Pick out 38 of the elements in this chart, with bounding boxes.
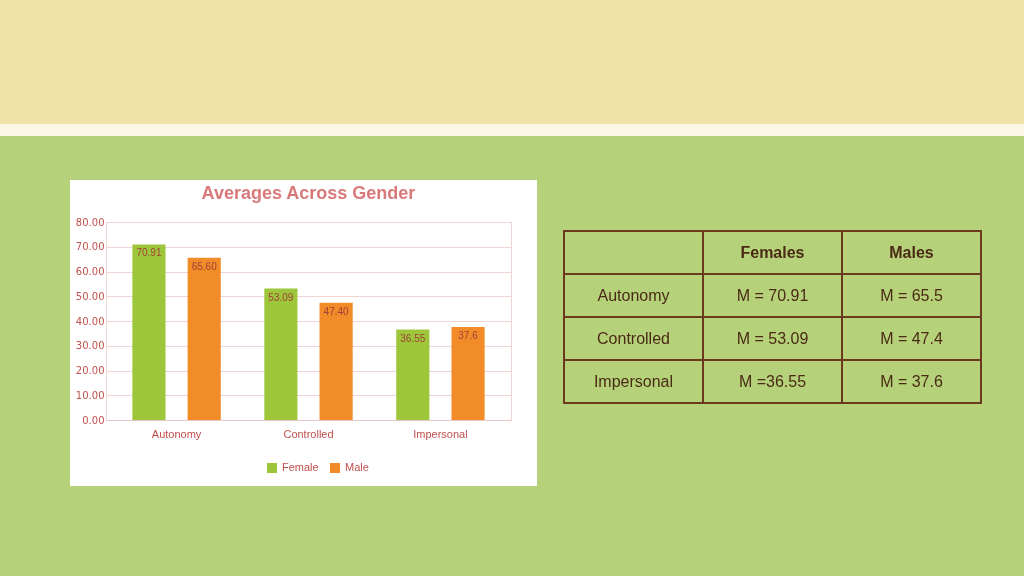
text: M = 53.09: [703, 317, 842, 360]
text: M = 37.6: [842, 360, 981, 403]
data-label: 70.91: [136, 247, 162, 259]
text: M =36.55: [703, 360, 842, 403]
bar: [319, 302, 353, 420]
bar: [187, 257, 221, 420]
x-tick-label: Autonomy: [151, 427, 202, 440]
legend-label: Female: [282, 461, 319, 473]
text: Impersonal: [564, 360, 703, 403]
text: Females: [703, 231, 842, 274]
data-label: 53.09: [268, 291, 294, 303]
y-tick-label: 80.00: [75, 216, 105, 228]
y-tick-label: 40.00: [75, 315, 105, 327]
x-tick-label: Controlled: [283, 427, 334, 440]
text: M = 65.5: [842, 274, 981, 317]
text: Autonomy: [564, 274, 703, 317]
text: Males: [842, 231, 981, 274]
data-label: 37.6: [458, 329, 479, 341]
y-tick-label: 0.00: [82, 414, 105, 426]
bar: [132, 244, 166, 420]
y-tick-label: 70.00: [75, 241, 105, 253]
y-tick-label: 20.00: [75, 365, 105, 376]
text: M = 47.4: [842, 317, 981, 360]
data-label: 47.40: [323, 305, 350, 317]
y-tick-label: 30.00: [75, 340, 105, 352]
y-tick-label: 50.00: [75, 290, 105, 302]
text: Controlled: [564, 317, 703, 360]
bar: [451, 326, 485, 420]
bar: [264, 288, 298, 420]
chart-title: Averages Across Gender: [201, 183, 416, 203]
data-label: 36.55: [400, 332, 426, 344]
legend-label: Male: [345, 461, 369, 473]
y-tick-label: 60.00: [75, 266, 105, 277]
data-label: 65.60: [191, 260, 218, 272]
y-tick-label: 10.00: [75, 389, 105, 401]
x-tick-label: Impersonal: [413, 427, 468, 440]
bar: [396, 329, 430, 420]
text: M = 70.91: [703, 274, 842, 317]
